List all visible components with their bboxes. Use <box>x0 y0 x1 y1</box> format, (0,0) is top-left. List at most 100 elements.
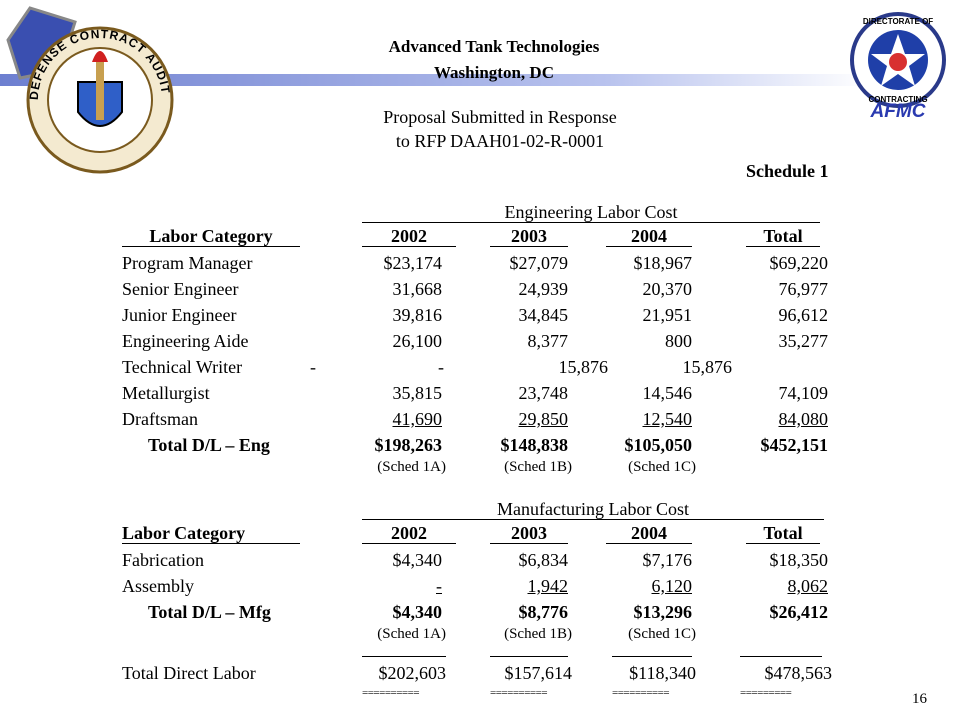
cell: 26,100 <box>392 331 443 351</box>
location: Washington, DC <box>434 63 554 82</box>
double-rule: ========== <box>490 687 548 699</box>
cell: $23,174 <box>383 253 443 273</box>
cell: - <box>436 576 442 596</box>
right-logo-top: DIRECTORATE OF <box>863 17 933 26</box>
table-title: Engineering Labor Cost <box>362 202 820 223</box>
column-header: Total <box>746 523 820 544</box>
total-cell: $452,151 <box>760 435 829 455</box>
cell: $157,614 <box>504 663 573 683</box>
subtitle: Proposal Submitted in Response <box>383 107 617 127</box>
cell: $118,340 <box>629 663 696 683</box>
column-header: 2003 <box>490 523 568 544</box>
total-cell: $26,412 <box>769 602 829 622</box>
cell: $18,350 <box>769 550 829 570</box>
schedule-ref: (Sched 1A) <box>377 626 446 642</box>
column-header: Total <box>746 226 820 247</box>
page-number: 16 <box>912 691 927 707</box>
cell: 8,377 <box>527 331 569 351</box>
column-header: Labor Category <box>122 226 300 247</box>
total-cell: $198,263 <box>374 435 443 455</box>
right-logo: DIRECTORATE OF CONTRACTING AFMC <box>850 12 946 122</box>
table-title: Manufacturing Labor Cost <box>362 499 824 520</box>
row-label: Metallurgist <box>122 383 210 403</box>
schedule-ref: (Sched 1B) <box>504 459 572 475</box>
cell: 800 <box>665 331 692 351</box>
column-header: 2002 <box>362 523 456 544</box>
cell: 21,951 <box>642 305 693 325</box>
title: Advanced Tank Technologies <box>388 37 600 56</box>
header-band <box>0 74 870 86</box>
cell: 35,277 <box>778 331 829 351</box>
total-cell: $8,776 <box>518 602 569 622</box>
cell: 8,062 <box>787 576 829 596</box>
column-header: 2002 <box>362 226 456 247</box>
cell: 14,546 <box>642 383 693 403</box>
schedule-ref: (Sched 1A) <box>377 459 446 475</box>
right-logo-badge: AFMC <box>870 101 926 122</box>
cell: $4,340 <box>392 550 443 570</box>
total-label: Total D/L – Mfg <box>148 602 271 622</box>
total-cell: $4,340 <box>392 602 443 622</box>
schedule-ref: (Sched 1C) <box>628 459 696 475</box>
column-header: Labor Category <box>122 523 300 544</box>
rule <box>740 656 822 657</box>
rule <box>490 656 568 657</box>
cell: - <box>438 357 444 377</box>
cell: 34,845 <box>518 305 569 325</box>
row-label: Draftsman <box>122 409 198 429</box>
row-label: Total Direct Labor <box>122 663 256 683</box>
cell: 29,850 <box>518 409 569 429</box>
cell: $27,079 <box>509 253 569 273</box>
cell: - <box>310 357 316 377</box>
cell: 35,815 <box>392 383 443 403</box>
cell: 23,748 <box>518 383 569 403</box>
cell: $6,834 <box>518 550 569 570</box>
double-rule: ========== <box>362 687 420 699</box>
row-label: Senior Engineer <box>122 279 239 299</box>
left-logo: DEFENSE CONTRACT AUDIT AGENCY <box>0 0 174 174</box>
cell: 39,816 <box>392 305 443 325</box>
cell: 74,109 <box>778 383 829 403</box>
row-label: Fabrication <box>122 550 204 570</box>
cell: 12,540 <box>642 409 693 429</box>
column-header: 2003 <box>490 226 568 247</box>
cell: $18,967 <box>633 253 693 273</box>
cell: 24,939 <box>518 279 569 299</box>
schedule-ref: (Sched 1C) <box>628 626 696 642</box>
subtitle: to RFP DAAH01-02-R-0001 <box>395 131 605 151</box>
total-cell: $13,296 <box>633 602 693 622</box>
cell: 41,690 <box>392 409 443 429</box>
cell: 31,668 <box>392 279 443 299</box>
row-label: Program Manager <box>122 253 253 273</box>
total-label: Total D/L – Eng <box>148 435 270 455</box>
cell: 15,876 <box>682 357 733 377</box>
rule <box>612 656 692 657</box>
column-header: 2004 <box>606 523 692 544</box>
cell: 15,876 <box>558 357 609 377</box>
rule <box>362 656 446 657</box>
cell: $478,563 <box>764 663 833 683</box>
column-header: 2004 <box>606 226 692 247</box>
row-label: Assembly <box>122 576 194 596</box>
row-label: Engineering Aide <box>122 331 249 351</box>
cell: 96,612 <box>778 305 829 325</box>
row-label: Junior Engineer <box>122 305 237 325</box>
double-rule: ========== <box>612 687 670 699</box>
total-cell: $105,050 <box>624 435 693 455</box>
cell: 84,080 <box>778 409 829 429</box>
cell: $69,220 <box>769 253 829 273</box>
schedule-label: Schedule 1 <box>746 161 829 181</box>
cell: 1,942 <box>527 576 569 596</box>
schedule-ref: (Sched 1B) <box>504 626 572 642</box>
row-label: Technical Writer <box>122 357 243 377</box>
cell: $202,603 <box>378 663 447 683</box>
total-cell: $148,838 <box>500 435 569 455</box>
cell: 6,120 <box>651 576 693 596</box>
right-logo-bottom: CONTRACTING <box>868 95 927 104</box>
cell: $7,176 <box>642 550 693 570</box>
cell: 76,977 <box>778 279 829 299</box>
cell: 20,370 <box>642 279 693 299</box>
double-rule: ========= <box>740 687 792 699</box>
